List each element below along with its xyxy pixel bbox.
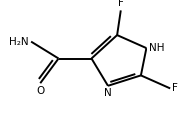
Text: F: F (118, 0, 124, 8)
Text: F: F (172, 83, 178, 93)
Text: H₂N: H₂N (9, 37, 29, 47)
Text: N: N (104, 88, 112, 98)
Text: NH: NH (149, 43, 164, 53)
Text: O: O (36, 86, 44, 96)
